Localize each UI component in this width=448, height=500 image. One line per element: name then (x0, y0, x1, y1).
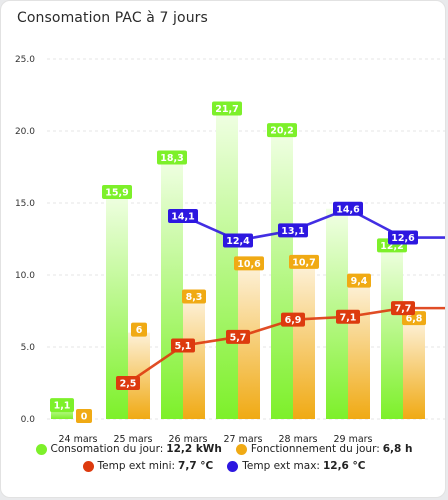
y-tick-label: 5.0 (21, 343, 36, 353)
label-temp-min: 2,5 (120, 379, 137, 390)
label-temp-max-bg (168, 208, 198, 223)
label-consumption: 12,2 (380, 241, 403, 252)
label-temp-min-bg (336, 309, 360, 324)
bar-running[interactable] (183, 299, 205, 419)
label-temp-min: 6,9 (285, 315, 302, 326)
x-tick-label: 26 mars (168, 434, 207, 445)
bar-consumption[interactable] (106, 190, 128, 419)
label-consumption-bg (157, 150, 187, 165)
legend-dot-temp-max (227, 460, 239, 472)
label-running-bg (76, 409, 92, 423)
label-consumption-bg (50, 398, 74, 413)
label-temp-min: 5,7 (230, 332, 247, 343)
label-running-bg (182, 289, 206, 304)
legend-label: Temp ext max: (242, 460, 320, 472)
label-temp-min: 7,1 (340, 312, 357, 323)
x-tick-label: 28 mars (278, 434, 317, 445)
bar-consumption[interactable] (161, 155, 183, 420)
bar-running[interactable] (403, 321, 425, 419)
label-consumption: 1,1 (54, 401, 71, 412)
label-running: 8,3 (186, 292, 203, 303)
legend-dot-consumption (35, 443, 47, 455)
label-temp-max: 12,6 (391, 233, 415, 244)
label-running-bg (131, 322, 147, 337)
legend-item-consumption[interactable]: Consomation du jour: 12,2 kWh (35, 443, 222, 455)
label-temp-min: 7,7 (395, 304, 412, 315)
legend-dot-temp-min (82, 460, 94, 472)
legend-item-temp-min[interactable]: Temp ext mini: 7,7 °C (82, 460, 214, 472)
label-running: 10,6 (237, 259, 261, 270)
label-temp-max: 14,6 (336, 204, 360, 215)
label-temp-max-bg (278, 223, 308, 238)
legend-item-temp-max[interactable]: Temp ext max: 12,6 °C (227, 460, 365, 472)
legend-value: 6,8 h (382, 443, 413, 455)
label-temp-min-bg (281, 312, 305, 327)
bar-consumption[interactable] (381, 243, 403, 419)
legend-dot-running (235, 443, 247, 455)
label-temp-min-bg (116, 376, 140, 390)
label-temp-max-bg (388, 230, 418, 245)
label-temp-min-bg (391, 301, 415, 316)
label-consumption: 15,9 (105, 188, 128, 199)
x-tick-label: 25 mars (113, 434, 152, 445)
legend-item-running[interactable]: Fonctionnement du jour: 6,8 h (235, 443, 413, 455)
y-tick-label: 20.0 (15, 127, 35, 137)
x-tick-label: 27 mars (223, 434, 262, 445)
bar-running[interactable] (293, 264, 315, 419)
card-title: Consomation PAC à 7 jours (17, 10, 208, 26)
label-running-bg (289, 254, 319, 269)
bar-consumption[interactable] (271, 128, 293, 419)
label-running: 0 (81, 412, 88, 423)
label-temp-max-bg (333, 201, 363, 216)
legend-row-2: Temp ext mini: 7,7 °C Temp ext max: 12,6… (1, 460, 445, 472)
legend-value: 7,7 °C (178, 460, 214, 472)
legend-value: 12,6 °C (322, 460, 366, 472)
legend-value: 12,2 kWh (166, 443, 222, 455)
label-temp-min-bg (171, 338, 195, 353)
label-temp-max: 13,1 (281, 226, 304, 237)
label-running-bg (347, 273, 371, 288)
label-consumption-bg (267, 123, 297, 138)
label-running: 10,7 (292, 257, 315, 268)
label-running: 9,4 (351, 276, 368, 287)
label-consumption-bg (212, 101, 242, 116)
label-temp-min: 5,1 (175, 341, 192, 352)
legend-label: Fonctionnement du jour: (250, 443, 380, 455)
label-running: 6 (136, 325, 143, 336)
chart-legend: Consomation du jour: 12,2 kWh Fonctionne… (1, 443, 445, 477)
label-consumption: 18,3 (160, 153, 183, 164)
y-tick-label: 0.0 (21, 415, 36, 425)
label-temp-min-bg (226, 329, 250, 344)
legend-label: Consomation du jour: (50, 443, 164, 455)
x-tick-label: 24 mars (58, 434, 97, 445)
legend-label: Temp ext mini: (97, 460, 176, 472)
label-temp-max: 12,4 (226, 236, 250, 247)
label-running-bg (234, 256, 264, 271)
label-temp-max-bg (223, 233, 253, 248)
label-consumption-bg (102, 185, 132, 200)
bar-running[interactable] (348, 283, 370, 419)
legend-row-1: Consomation du jour: 12,2 kWh Fonctionne… (1, 443, 445, 455)
y-tick-label: 15.0 (15, 199, 35, 209)
x-tick-label: 29 mars (333, 434, 372, 445)
label-consumption: 20,2 (270, 126, 293, 137)
label-running: 6,8 (406, 314, 423, 325)
label-temp-max: 14,1 (171, 211, 194, 222)
label-consumption: 21,7 (215, 104, 238, 115)
y-tick-label: 10.0 (15, 271, 35, 281)
y-tick-label: 25.0 (15, 55, 35, 65)
